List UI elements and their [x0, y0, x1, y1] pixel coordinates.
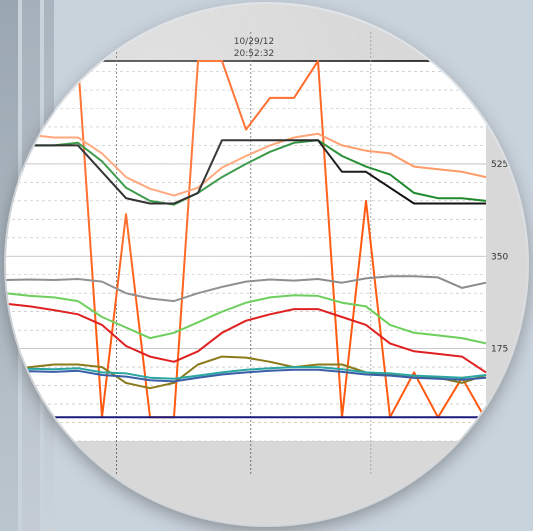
cursor-date-label: 10/29/12 [234, 37, 274, 47]
y-tick-label: 175 [491, 345, 508, 355]
y-axis-ticks: 175 350 525 [491, 160, 508, 355]
series-line [6, 60, 487, 421]
series-line [6, 366, 487, 380]
series-line [6, 139, 487, 206]
series-line [6, 368, 487, 383]
plot-area [6, 61, 486, 441]
cursor-time-label: 20:52:32 [234, 49, 274, 59]
y-tick-label: 525 [491, 160, 508, 170]
y-tick-label: 350 [491, 252, 508, 262]
series-line [6, 131, 487, 197]
series-layer [6, 60, 487, 421]
trend-chart: 175 350 525 10/29/12 20:52:32 [6, 4, 527, 525]
grid [6, 60, 486, 442]
series-line [6, 292, 487, 345]
series-line [6, 275, 487, 303]
series-line [6, 139, 486, 205]
series-line [6, 302, 487, 374]
magnifier-lens: 175 350 525 10/29/12 20:52:32 [6, 4, 527, 525]
